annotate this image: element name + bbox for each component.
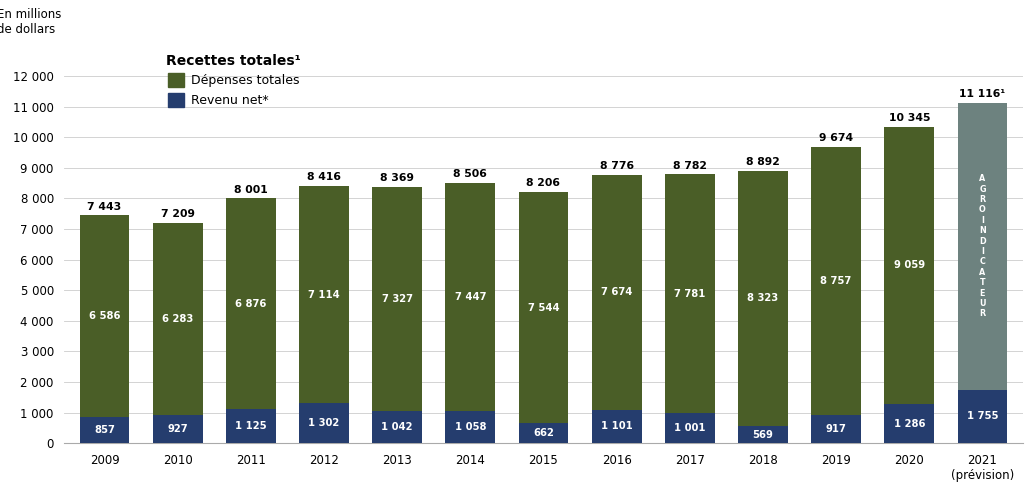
Text: 8 001: 8 001	[234, 185, 268, 195]
Bar	[885, 404, 934, 443]
Text: 917: 917	[826, 424, 846, 434]
Bar	[79, 216, 129, 417]
Bar	[592, 410, 641, 443]
Text: 8 416: 8 416	[307, 172, 341, 182]
Bar	[372, 411, 422, 443]
Bar	[958, 103, 1007, 390]
Text: 8 506: 8 506	[454, 169, 488, 179]
Bar	[885, 126, 934, 404]
Text: 8 776: 8 776	[600, 161, 634, 171]
Text: 857: 857	[94, 425, 114, 435]
Bar	[153, 222, 202, 415]
Text: 1 058: 1 058	[455, 422, 486, 432]
Text: 8 892: 8 892	[746, 157, 779, 168]
Text: A
G
R
O
I
N
D
I
C
A
T
E
U
R: A G R O I N D I C A T E U R	[979, 174, 986, 318]
Text: 1 101: 1 101	[601, 421, 632, 431]
Bar	[226, 198, 275, 409]
Text: 1 755: 1 755	[967, 412, 998, 421]
Text: 8 369: 8 369	[380, 173, 414, 183]
Bar	[811, 415, 861, 443]
Legend: Dépenses totales, Revenu net*: Dépenses totales, Revenu net*	[166, 54, 301, 107]
Text: 9 059: 9 059	[894, 260, 925, 270]
Bar	[519, 192, 568, 423]
Text: 8 757: 8 757	[821, 276, 852, 286]
Text: 1 001: 1 001	[674, 423, 705, 433]
Text: 6 876: 6 876	[235, 298, 266, 309]
Bar	[519, 423, 568, 443]
Text: 9 674: 9 674	[819, 133, 854, 144]
Text: 1 286: 1 286	[894, 418, 925, 429]
Bar	[665, 413, 714, 443]
Text: 7 209: 7 209	[161, 209, 195, 219]
Text: 8 323: 8 323	[747, 294, 778, 303]
Text: 1 042: 1 042	[381, 422, 412, 432]
Bar	[299, 186, 348, 403]
Bar	[153, 415, 202, 443]
Text: 569: 569	[753, 430, 773, 440]
Text: 1 302: 1 302	[308, 418, 339, 428]
Text: 7 114: 7 114	[308, 290, 340, 299]
Text: 7 781: 7 781	[674, 289, 705, 298]
Bar	[665, 174, 714, 413]
Text: 7 544: 7 544	[528, 302, 559, 313]
Bar	[299, 403, 348, 443]
Bar	[738, 171, 788, 426]
Text: 7 327: 7 327	[381, 294, 412, 304]
Bar	[79, 417, 129, 443]
Bar	[958, 390, 1007, 443]
Text: 7 674: 7 674	[601, 287, 632, 297]
Text: 7 447: 7 447	[455, 292, 486, 302]
Text: 8 206: 8 206	[527, 178, 561, 188]
Bar	[738, 426, 788, 443]
Text: 7 443: 7 443	[88, 202, 122, 212]
Bar	[958, 103, 1007, 390]
Text: 8 782: 8 782	[673, 161, 707, 171]
Text: 10 345: 10 345	[889, 113, 930, 123]
Bar	[445, 411, 495, 443]
Text: 11 116¹: 11 116¹	[959, 89, 1005, 99]
Bar	[226, 409, 275, 443]
Text: 6 586: 6 586	[89, 311, 121, 321]
Text: 1 125: 1 125	[235, 421, 267, 431]
Text: En millions
de dollars: En millions de dollars	[0, 8, 62, 36]
Bar	[372, 187, 422, 411]
Bar	[811, 147, 861, 415]
Text: 927: 927	[167, 424, 188, 434]
Text: 662: 662	[533, 428, 554, 438]
Bar	[592, 174, 641, 410]
Text: 6 283: 6 283	[162, 314, 193, 324]
Bar	[445, 183, 495, 411]
